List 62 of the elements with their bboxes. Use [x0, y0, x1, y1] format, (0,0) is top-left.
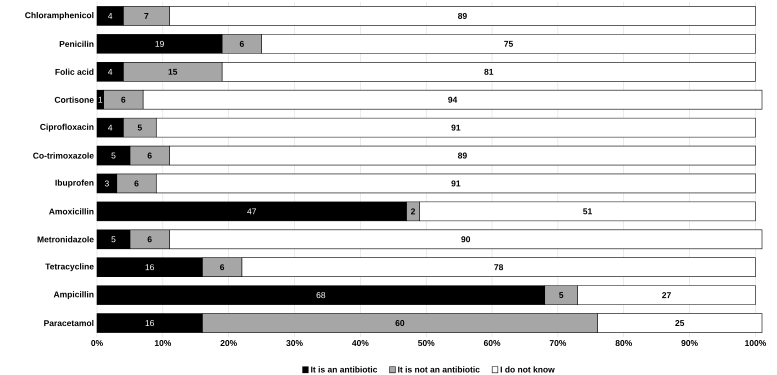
data-label: 51: [583, 208, 592, 214]
legend-label: It is an antibiotic: [311, 366, 378, 373]
data-label: 91: [451, 180, 460, 186]
data-label: 2: [410, 208, 416, 214]
data-label: 75: [504, 40, 513, 47]
data-label: 5: [559, 292, 564, 298]
data-label: 89: [458, 152, 467, 159]
x-tick-label: 100%: [745, 340, 766, 346]
y-tick-label: Co-trimoxazole: [33, 152, 94, 159]
x-tick-label: 60%: [484, 340, 500, 346]
data-label: 6: [121, 96, 126, 103]
data-label: 6: [240, 40, 244, 47]
y-tick-label: Tetracycline: [45, 263, 94, 272]
data-label: 78: [494, 264, 504, 270]
y-tick-label: Folic acid: [55, 68, 94, 75]
y-tick-label: Ampicillin: [54, 291, 94, 300]
x-tick-label: 90%: [681, 340, 698, 346]
data-label: 16: [146, 320, 154, 326]
data-label: 91: [451, 124, 460, 131]
x-tick-label: 70%: [550, 340, 566, 346]
y-tick-label: Paracetamol: [44, 320, 94, 326]
y-tick-label: Chloramphenicol: [25, 12, 94, 20]
y-tick-label: Metronidazole: [38, 236, 94, 242]
x-tick-label: 30%: [286, 340, 303, 346]
data-label: 6: [134, 180, 139, 186]
data-label: 81: [484, 68, 494, 75]
data-label: 19: [155, 40, 164, 47]
legend-label: I do not know: [500, 366, 555, 373]
x-tick-label: 50%: [418, 340, 434, 346]
data-label: 6: [220, 264, 224, 270]
data-label: 1: [98, 96, 102, 103]
data-label: 5: [111, 152, 116, 158]
data-label: 68: [316, 292, 326, 298]
data-label: 94: [448, 96, 458, 103]
y-tick-label: Penicilin: [60, 40, 94, 47]
y-tick-label: Ibuprofen: [56, 180, 94, 188]
data-label: 5: [138, 124, 142, 131]
data-label: 4: [108, 68, 112, 75]
y-tick-label: Ciprofloxacin: [40, 124, 94, 132]
data-label: 6: [148, 152, 152, 159]
y-tick-label: Amoxicillin: [49, 208, 94, 214]
x-tick-label: 20%: [220, 340, 237, 346]
data-label: 90: [461, 236, 470, 242]
y-tick-label: Cortisone: [54, 96, 94, 103]
x-tick-label: 10%: [154, 340, 172, 346]
data-label: 60: [395, 320, 404, 326]
data-label: 25: [675, 320, 684, 326]
data-label: 89: [458, 12, 467, 19]
x-tick-label: 0%: [91, 340, 103, 346]
legend-label: It is not an antibiotic: [398, 366, 480, 373]
data-label: 4: [108, 13, 112, 19]
data-label: 6: [148, 236, 152, 242]
data-label: 27: [662, 292, 671, 298]
data-label: 7: [144, 13, 148, 19]
x-tick-label: 80%: [616, 340, 632, 346]
data-label: 47: [247, 208, 256, 214]
data-label: 5: [111, 236, 116, 242]
data-label: 15: [168, 68, 178, 75]
x-tick-label: 40%: [352, 340, 369, 346]
data-label: 16: [146, 264, 154, 270]
data-label: 4: [108, 124, 112, 131]
data-label: 3: [104, 180, 109, 186]
